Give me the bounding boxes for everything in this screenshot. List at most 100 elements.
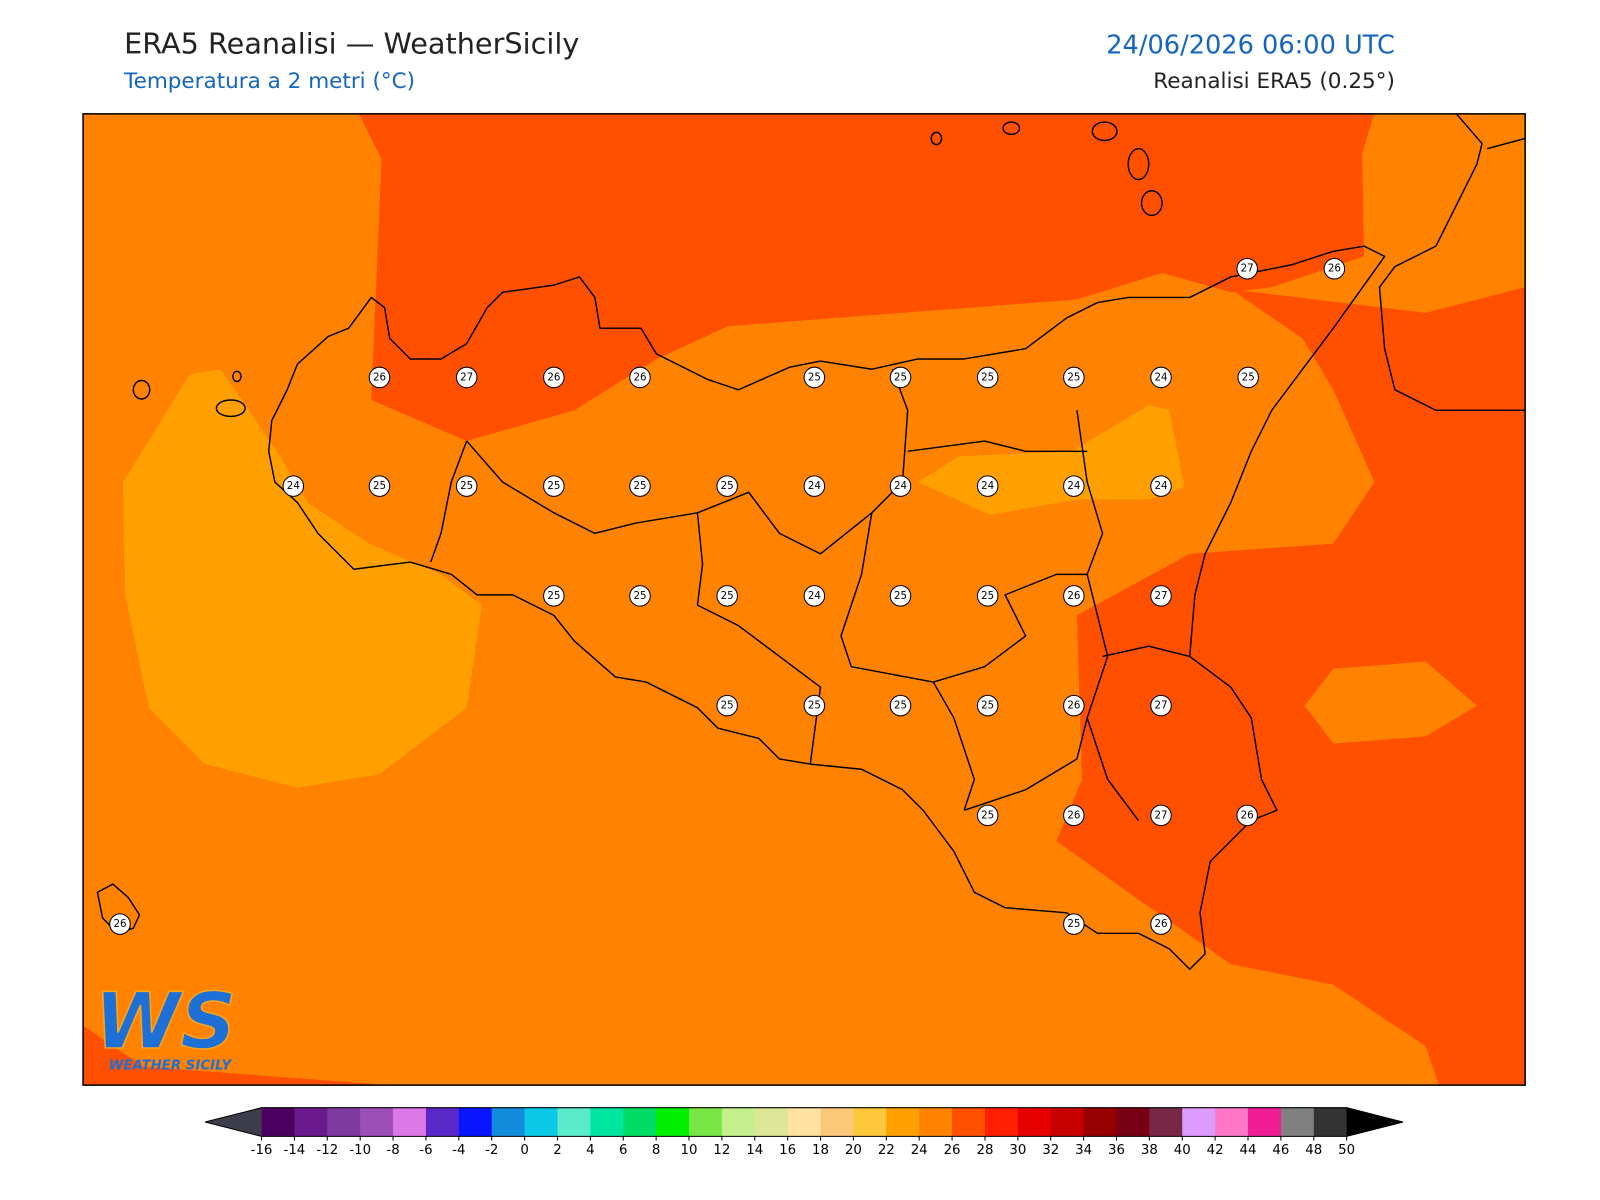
- coastline: [267, 245, 1386, 970]
- station-value: 25: [633, 480, 646, 492]
- island: [1127, 148, 1150, 181]
- station-marker: [889, 366, 912, 389]
- colorbar-tick-label: 4: [586, 1143, 594, 1158]
- datetime: 24/06/2026 06:00 UTC: [1106, 30, 1395, 60]
- colorbar-bin: [1116, 1107, 1150, 1137]
- station-value: 25: [547, 480, 560, 492]
- contour-fill: [358, 113, 1375, 442]
- station-value: 25: [721, 590, 734, 602]
- station-marker: [1236, 804, 1258, 827]
- colorbar-tick-label: 24: [911, 1143, 928, 1158]
- contour-fill: [123, 369, 483, 788]
- colorbar-tick-label: -10: [349, 1143, 371, 1158]
- colorbar-bin: [1182, 1107, 1216, 1137]
- station-value: 25: [1242, 371, 1255, 383]
- station-value: 24: [1067, 480, 1080, 492]
- station-marker: [455, 475, 478, 497]
- contour-fill: [1056, 287, 1526, 1086]
- colorbar-bin: [721, 1107, 756, 1137]
- colorbar-tick-label: -8: [386, 1143, 399, 1158]
- station-marker: [1063, 694, 1085, 717]
- station-marker: [109, 913, 131, 935]
- colorbar-tick-label: 28: [976, 1143, 993, 1158]
- station-value: 26: [373, 371, 386, 383]
- stations: 27 26 26 27 26 26 25 25 25 25 24 25 24 25 25 25 25 25 24 24…: [109, 257, 1346, 935]
- contour-fill: [1304, 661, 1477, 744]
- station-value: 25: [894, 371, 907, 383]
- station-value: 26: [113, 918, 126, 930]
- station-value: 25: [1067, 918, 1080, 930]
- colorbar-bin: [886, 1107, 920, 1137]
- station-marker: [803, 475, 826, 497]
- colorbar-bin: [261, 1107, 295, 1137]
- colorbar-tick-label: 26: [944, 1143, 961, 1158]
- colorbar-tick-label: 14: [746, 1143, 763, 1158]
- map-area: [83, 113, 1526, 1086]
- station-marker: [368, 366, 391, 389]
- colorbar-tick-label: 50: [1338, 1143, 1355, 1158]
- station-value: 27: [1155, 590, 1168, 602]
- colorbar-bin: [524, 1107, 558, 1137]
- colorbar-bin: [1083, 1107, 1118, 1137]
- station-marker: [543, 366, 565, 389]
- colorbar-bin: [360, 1107, 394, 1137]
- station-marker: [803, 366, 826, 389]
- station-value: 25: [547, 590, 560, 602]
- colorbar-tick-label: 34: [1075, 1143, 1092, 1158]
- colorbar-bin: [458, 1107, 493, 1137]
- colorbar-tick-label: 30: [1009, 1143, 1026, 1158]
- station-marker: [543, 475, 565, 497]
- station-value: 27: [1155, 809, 1168, 821]
- colorbar-bin: [984, 1107, 1019, 1137]
- station-value: 27: [1241, 263, 1254, 275]
- station-marker: [976, 475, 999, 497]
- station-value: 25: [894, 700, 907, 712]
- colorbar-tick-label: -4: [452, 1143, 465, 1158]
- station-marker: [629, 585, 651, 607]
- station-value: 26: [1328, 263, 1341, 275]
- station-value: 24: [1155, 371, 1168, 383]
- colorbar-tick-label: 38: [1141, 1143, 1158, 1158]
- colorbar-bin: [656, 1107, 690, 1137]
- station-value: 26: [1067, 809, 1080, 821]
- colorbar-tick-label: 6: [619, 1143, 627, 1158]
- station-value: 24: [981, 480, 994, 492]
- source: Reanalisi ERA5 (0.25°): [1153, 69, 1395, 94]
- colorbar-tick-label: 18: [812, 1143, 829, 1158]
- station-marker: [716, 475, 738, 497]
- colorbar-bin: [425, 1107, 460, 1137]
- colorbar-bin: [1215, 1107, 1249, 1137]
- colorbar-tick-label: 16: [779, 1143, 796, 1158]
- island: [930, 131, 943, 146]
- station-marker: [1063, 585, 1085, 607]
- station-marker: [1150, 913, 1172, 935]
- colorbar-bin: [623, 1107, 657, 1137]
- station-value: 25: [1067, 371, 1080, 383]
- colorbar-bin: [590, 1107, 624, 1137]
- colorbar-bin: [1149, 1107, 1183, 1137]
- station-value: 25: [460, 480, 473, 492]
- colorbar-bin: [491, 1107, 526, 1137]
- station-marker: [1063, 913, 1085, 935]
- station-value: 24: [287, 480, 300, 492]
- station-value: 25: [894, 590, 907, 602]
- colorbar-tick-label: -14: [284, 1143, 306, 1158]
- station-marker: [1150, 366, 1172, 389]
- station-value: 24: [808, 480, 821, 492]
- colorbar-tick-label: 2: [553, 1143, 561, 1158]
- station-value: 24: [894, 480, 907, 492]
- station-marker: [976, 694, 999, 717]
- colorbar-bin: [1280, 1107, 1315, 1137]
- colorbar-tick-label: 22: [878, 1143, 895, 1158]
- station-value: 27: [460, 371, 473, 383]
- colorbar-tick-label: 40: [1174, 1143, 1191, 1158]
- colorbar-under: [205, 1107, 262, 1137]
- colorbar-tick-label: -2: [485, 1143, 498, 1158]
- colorbar-bin: [820, 1107, 854, 1137]
- station-marker: [976, 366, 999, 389]
- station-marker: [803, 694, 826, 717]
- island: [96, 883, 141, 935]
- colorbar-bin: [787, 1107, 822, 1137]
- station-value: 25: [981, 371, 994, 383]
